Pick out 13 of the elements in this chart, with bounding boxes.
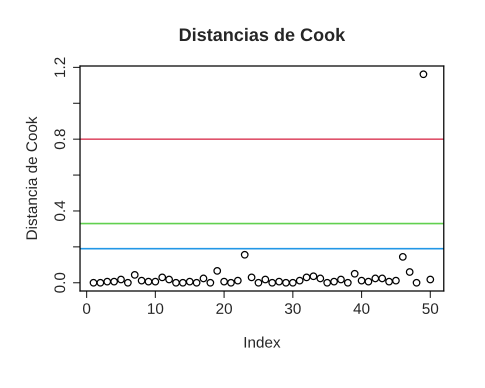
chart-title: Distancias de Cook [180,28,346,42]
x-tick-label: 40 [353,303,370,314]
y-tick-label: 0.0 [54,272,66,293]
y-tick-label: 0.4 [54,200,66,221]
y-tick-label: 1.2 [54,58,66,77]
x-tick-label: 30 [284,303,301,314]
x-tick-label: 20 [216,303,232,314]
x-axis-title: Index [244,336,280,348]
x-tick-label: 50 [422,303,438,314]
y-tick-label: 0.8 [54,129,66,150]
y-axis-title: Distancia de Cook [26,116,38,240]
x-tick-label: 10 [148,303,164,314]
x-tick-label: 0 [82,303,90,314]
